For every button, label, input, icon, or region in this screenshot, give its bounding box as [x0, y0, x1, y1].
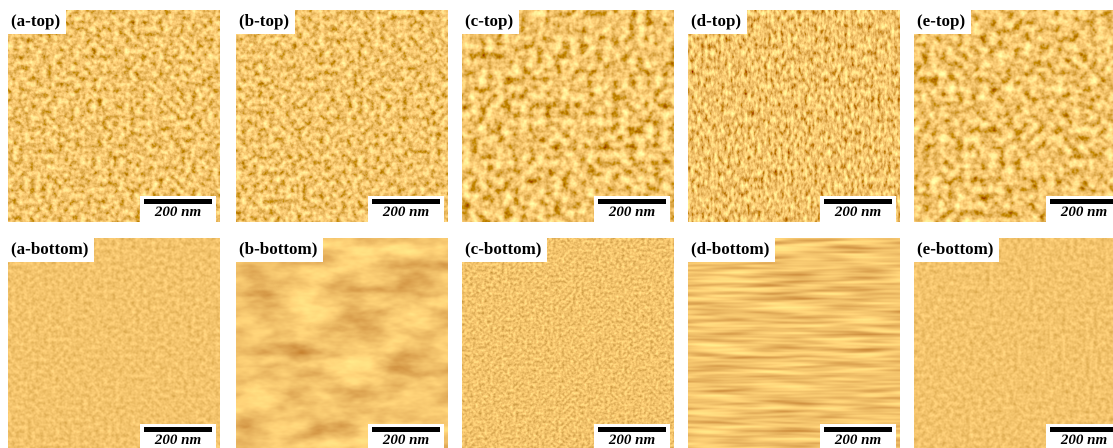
scale-bar: 200 nm	[594, 196, 670, 222]
texture	[462, 238, 674, 448]
scale-label: 200 nm	[598, 432, 666, 448]
scale-bar: 200 nm	[1046, 424, 1113, 448]
afm-image: (c-bottom) 200 nm	[462, 238, 674, 448]
scale-bar: 200 nm	[820, 424, 896, 448]
panel-label: (e-bottom)	[914, 238, 999, 262]
scale-bar: 200 nm	[368, 424, 444, 448]
scale-bar: 200 nm	[368, 196, 444, 222]
figure: (a-top) 200 nm (b-top) 200 nm (c-top) 200 n…	[0, 0, 1113, 448]
scale-label: 200 nm	[598, 204, 666, 221]
scale-label: 200 nm	[144, 432, 212, 448]
scale-bar: 200 nm	[140, 196, 216, 222]
afm-image: (e-top) 200 nm	[914, 10, 1113, 222]
afm-image: (a-bottom) 200 nm	[8, 238, 220, 448]
scale-label: 200 nm	[372, 204, 440, 221]
panel-label: (a-bottom)	[8, 238, 94, 262]
panel-label: (d-top)	[688, 10, 747, 34]
texture	[688, 10, 900, 222]
texture	[8, 10, 220, 222]
scale-bar: 200 nm	[1046, 196, 1113, 222]
afm-image: (b-top) 200 nm	[236, 10, 448, 222]
afm-image: (e-bottom) 200 nm	[914, 238, 1113, 448]
panel-label: (d-bottom)	[688, 238, 775, 262]
texture	[236, 10, 448, 222]
scale-label: 200 nm	[372, 432, 440, 448]
scale-label: 200 nm	[144, 204, 212, 221]
afm-image: (c-top) 200 nm	[462, 10, 674, 222]
scale-bar: 200 nm	[140, 424, 216, 448]
panel-label: (a-top)	[8, 10, 66, 34]
panel-label: (e-top)	[914, 10, 971, 34]
panel-label: (b-bottom)	[236, 238, 323, 262]
scale-label: 200 nm	[824, 204, 892, 221]
scale-label: 200 nm	[1050, 432, 1113, 448]
afm-image: (d-top) 200 nm	[688, 10, 900, 222]
texture	[8, 238, 220, 448]
texture	[914, 10, 1113, 222]
panel-label: (c-bottom)	[462, 238, 547, 262]
afm-image: (a-top) 200 nm	[8, 10, 220, 222]
scale-label: 200 nm	[824, 432, 892, 448]
texture	[914, 238, 1113, 448]
afm-image: (d-bottom) 200 nm	[688, 238, 900, 448]
scale-label: 200 nm	[1050, 204, 1113, 221]
texture	[688, 238, 900, 448]
texture	[236, 238, 448, 448]
panel-label: (b-top)	[236, 10, 295, 34]
afm-image: (b-bottom) 200 nm	[236, 238, 448, 448]
panel-label: (c-top)	[462, 10, 519, 34]
scale-bar: 200 nm	[594, 424, 670, 448]
scale-bar: 200 nm	[820, 196, 896, 222]
texture	[462, 10, 674, 222]
